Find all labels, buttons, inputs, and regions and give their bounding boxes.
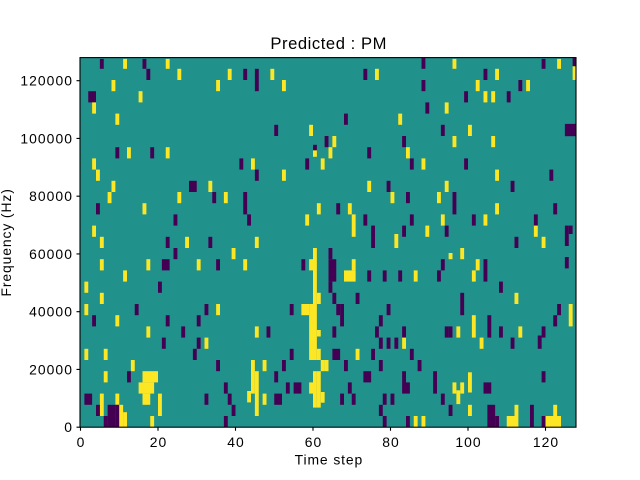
svg-text:40: 40 <box>227 434 245 450</box>
svg-text:0: 0 <box>77 434 86 450</box>
svg-text:120000: 120000 <box>20 73 73 89</box>
svg-text:80: 80 <box>382 434 400 450</box>
svg-text:100: 100 <box>455 434 481 450</box>
svg-text:120: 120 <box>533 434 559 450</box>
svg-text:Time step: Time step <box>295 451 364 467</box>
svg-text:60: 60 <box>305 434 323 450</box>
svg-text:80000: 80000 <box>29 188 73 204</box>
svg-text:20: 20 <box>150 434 168 450</box>
svg-text:40000: 40000 <box>29 304 73 320</box>
svg-text:0: 0 <box>64 419 73 435</box>
svg-text:100000: 100000 <box>20 130 73 146</box>
svg-text:20000: 20000 <box>29 361 73 377</box>
svg-text:Frequency (Hz): Frequency (Hz) <box>0 188 14 296</box>
svg-text:Predicted : PM: Predicted : PM <box>270 34 387 53</box>
svg-text:60000: 60000 <box>29 246 73 262</box>
